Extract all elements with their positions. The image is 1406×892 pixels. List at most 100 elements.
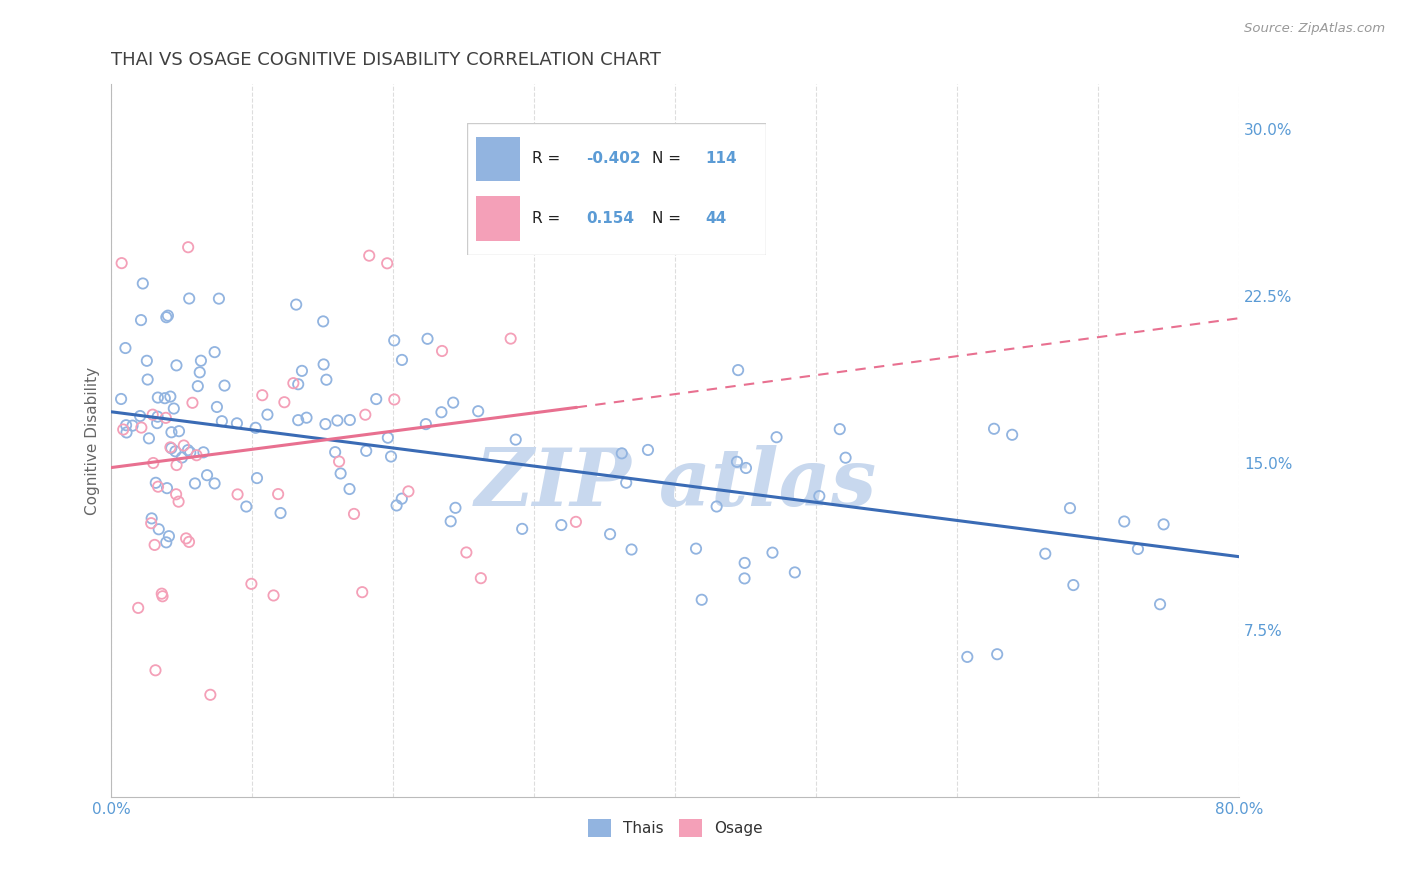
Point — [273, 395, 295, 409]
Point — [339, 482, 361, 496]
Point — [136, 372, 159, 386]
Point — [235, 500, 257, 514]
Point — [430, 405, 453, 419]
Point — [808, 489, 831, 503]
Point — [828, 422, 851, 436]
Point — [142, 408, 165, 422]
Point — [440, 514, 463, 528]
Point — [314, 417, 336, 431]
Point — [783, 566, 806, 580]
Point — [444, 500, 467, 515]
Point — [983, 422, 1005, 436]
Point — [285, 297, 308, 311]
Point — [415, 417, 437, 431]
Point — [505, 433, 527, 447]
Point — [190, 353, 212, 368]
Point — [343, 507, 366, 521]
Point — [256, 408, 278, 422]
Point — [283, 376, 305, 391]
Point — [456, 545, 478, 559]
Point — [167, 424, 190, 438]
Point — [354, 408, 377, 422]
Point — [430, 343, 453, 358]
Point — [146, 416, 169, 430]
Point — [141, 516, 163, 531]
Point — [416, 332, 439, 346]
Point — [145, 663, 167, 677]
Point — [142, 456, 165, 470]
Point — [734, 556, 756, 570]
Point — [174, 532, 197, 546]
Point — [181, 396, 204, 410]
Point — [177, 443, 200, 458]
Point — [114, 341, 136, 355]
Point — [132, 277, 155, 291]
Point — [150, 587, 173, 601]
Point — [135, 353, 157, 368]
Point — [127, 600, 149, 615]
Point — [328, 454, 350, 468]
Point — [270, 506, 292, 520]
Point — [315, 373, 337, 387]
Point — [115, 418, 138, 433]
Point — [1114, 515, 1136, 529]
Point — [193, 445, 215, 459]
Point — [152, 589, 174, 603]
Point — [115, 425, 138, 440]
Point — [339, 413, 361, 427]
Point — [312, 314, 335, 328]
Point — [391, 353, 413, 368]
Point — [179, 445, 201, 459]
Point — [159, 441, 181, 455]
Point — [204, 345, 226, 359]
Point — [153, 391, 176, 405]
Point — [177, 240, 200, 254]
Point — [1059, 501, 1081, 516]
Point — [329, 467, 352, 481]
Point — [765, 430, 787, 444]
Point — [323, 445, 346, 459]
Point — [146, 480, 169, 494]
Point — [204, 476, 226, 491]
Point — [380, 450, 402, 464]
Point — [735, 461, 758, 475]
Point — [211, 414, 233, 428]
Point — [986, 647, 1008, 661]
Point — [240, 577, 263, 591]
Point — [246, 471, 269, 485]
Text: Source: ZipAtlas.com: Source: ZipAtlas.com — [1244, 22, 1385, 36]
Point — [131, 420, 153, 434]
Point — [245, 421, 267, 435]
Point — [1149, 597, 1171, 611]
Point — [734, 571, 756, 585]
Point — [1126, 541, 1149, 556]
Point — [267, 487, 290, 501]
Point — [186, 448, 208, 462]
Point — [354, 443, 377, 458]
Point — [200, 688, 222, 702]
Point — [146, 391, 169, 405]
Point — [129, 313, 152, 327]
Point — [834, 450, 856, 465]
Point — [295, 410, 318, 425]
Point — [111, 256, 134, 270]
Legend: Thais, Osage: Thais, Osage — [582, 813, 769, 843]
Point — [188, 365, 211, 379]
Point — [366, 392, 388, 406]
Point — [637, 442, 659, 457]
Point — [138, 431, 160, 445]
Point — [359, 249, 381, 263]
Point — [499, 332, 522, 346]
Point — [550, 518, 572, 533]
Point — [725, 455, 748, 469]
Point — [706, 500, 728, 514]
Point — [610, 446, 633, 460]
Point — [441, 395, 464, 409]
Point — [352, 585, 374, 599]
Point — [263, 589, 285, 603]
Point — [167, 494, 190, 508]
Point — [129, 409, 152, 423]
Point — [956, 649, 979, 664]
Point — [165, 444, 187, 458]
Point — [226, 487, 249, 501]
